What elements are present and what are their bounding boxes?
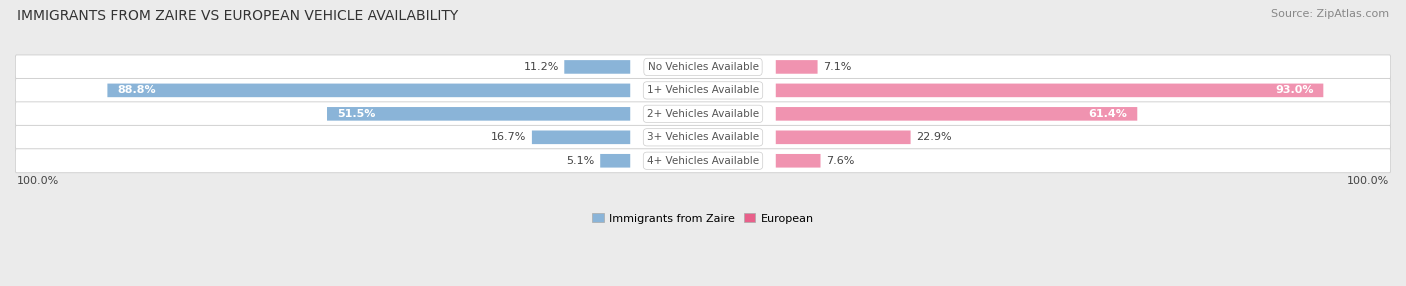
Text: 51.5%: 51.5%	[337, 109, 375, 119]
Text: 3+ Vehicles Available: 3+ Vehicles Available	[647, 132, 759, 142]
FancyBboxPatch shape	[776, 84, 1323, 97]
FancyBboxPatch shape	[600, 154, 630, 168]
FancyBboxPatch shape	[328, 107, 630, 121]
Text: 2+ Vehicles Available: 2+ Vehicles Available	[647, 109, 759, 119]
FancyBboxPatch shape	[15, 125, 1391, 149]
Text: 7.6%: 7.6%	[825, 156, 855, 166]
FancyBboxPatch shape	[15, 78, 1391, 102]
Text: 93.0%: 93.0%	[1275, 86, 1313, 95]
Text: 61.4%: 61.4%	[1088, 109, 1128, 119]
Text: IMMIGRANTS FROM ZAIRE VS EUROPEAN VEHICLE AVAILABILITY: IMMIGRANTS FROM ZAIRE VS EUROPEAN VEHICL…	[17, 9, 458, 23]
FancyBboxPatch shape	[776, 154, 821, 168]
FancyBboxPatch shape	[15, 149, 1391, 173]
Text: No Vehicles Available: No Vehicles Available	[648, 62, 758, 72]
Text: 22.9%: 22.9%	[915, 132, 952, 142]
FancyBboxPatch shape	[15, 55, 1391, 79]
Text: 11.2%: 11.2%	[523, 62, 560, 72]
Text: 100.0%: 100.0%	[17, 176, 59, 186]
FancyBboxPatch shape	[776, 130, 911, 144]
Text: 4+ Vehicles Available: 4+ Vehicles Available	[647, 156, 759, 166]
FancyBboxPatch shape	[776, 107, 1137, 121]
FancyBboxPatch shape	[107, 84, 630, 97]
FancyBboxPatch shape	[776, 60, 817, 74]
Text: Source: ZipAtlas.com: Source: ZipAtlas.com	[1271, 9, 1389, 19]
FancyBboxPatch shape	[531, 130, 630, 144]
Text: 5.1%: 5.1%	[567, 156, 595, 166]
Text: 16.7%: 16.7%	[491, 132, 527, 142]
FancyBboxPatch shape	[564, 60, 630, 74]
FancyBboxPatch shape	[15, 102, 1391, 126]
Text: 1+ Vehicles Available: 1+ Vehicles Available	[647, 86, 759, 95]
Text: 100.0%: 100.0%	[1347, 176, 1389, 186]
Text: 88.8%: 88.8%	[117, 86, 156, 95]
Text: 7.1%: 7.1%	[823, 62, 851, 72]
Legend: Immigrants from Zaire, European: Immigrants from Zaire, European	[588, 209, 818, 228]
